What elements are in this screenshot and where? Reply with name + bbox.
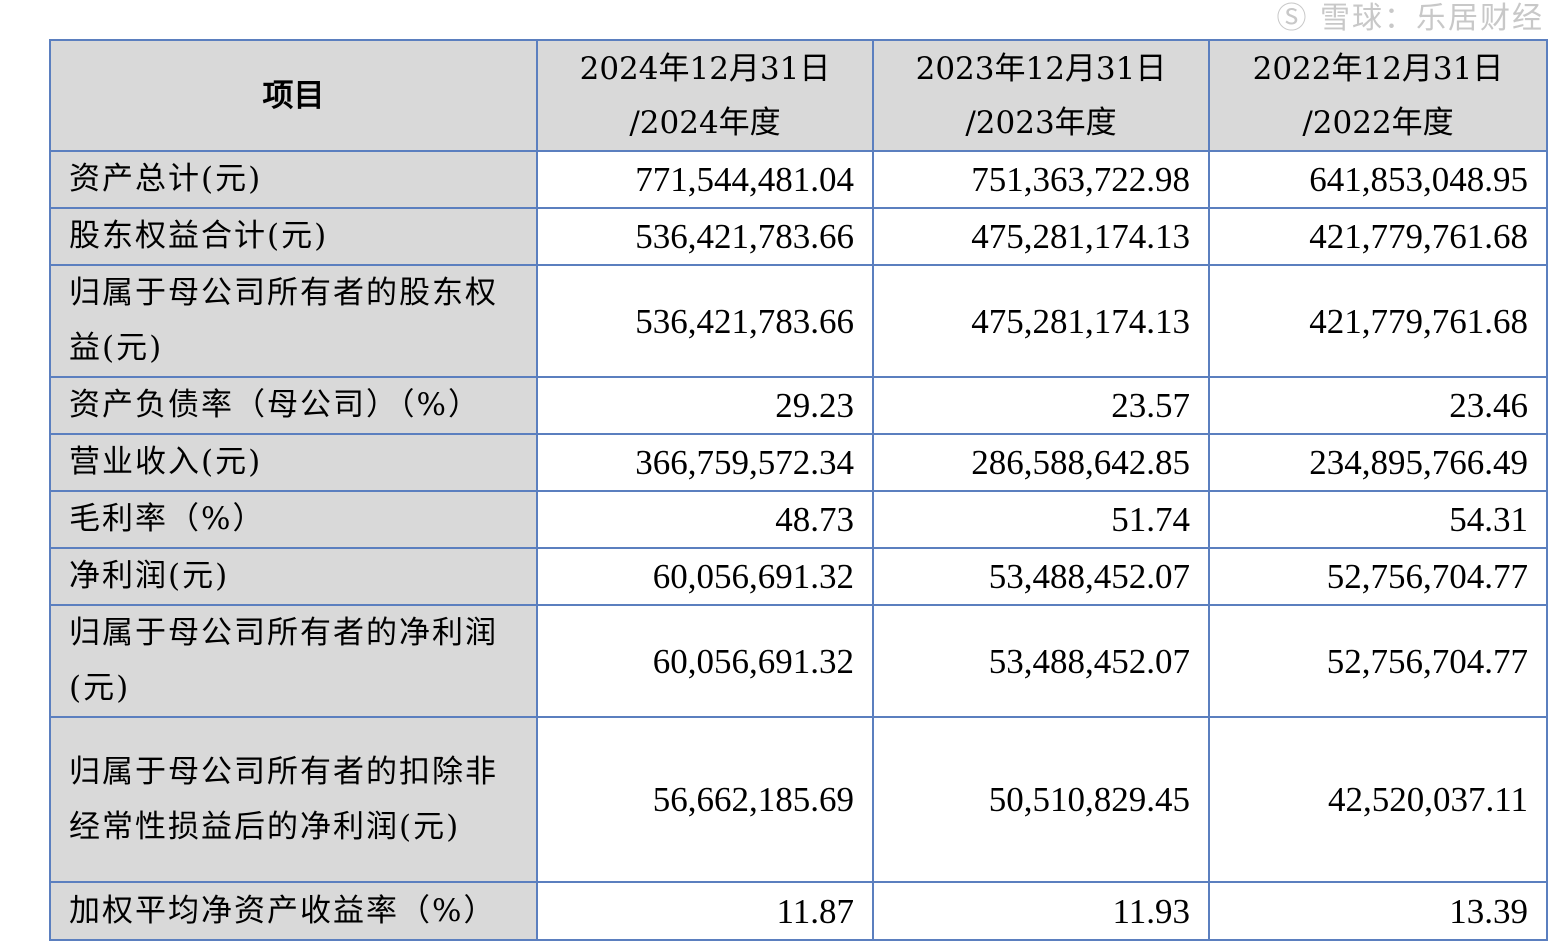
table-row: 归属于母公司所有者的净利润(元) 60,056,691.32 53,488,452.…	[49, 604, 1548, 718]
value-cell-2023: 286,588,642.85	[872, 433, 1210, 492]
value-cell-2024: 48.73	[536, 490, 874, 549]
header-2022-line1: 2022年12月31日	[1252, 50, 1504, 87]
row-label: 毛利率（%）	[49, 490, 538, 549]
value-cell-2024: 60,056,691.32	[536, 547, 874, 606]
value-cell-2023: 11.93	[872, 881, 1210, 941]
value-cell-2023: 50,510,829.45	[872, 716, 1210, 883]
value-cell-2023: 751,363,722.98	[872, 150, 1210, 209]
value-cell-2024: 536,421,783.66	[536, 207, 874, 266]
header-item: 项目	[49, 39, 538, 152]
value-cell-2022: 421,779,761.68	[1208, 207, 1548, 266]
value-cell-2024: 56,662,185.69	[536, 716, 874, 883]
value-cell-2022: 641,853,048.95	[1208, 150, 1548, 209]
value-cell-2024: 60,056,691.32	[536, 604, 874, 718]
value-cell-2024: 536,421,783.66	[536, 264, 874, 378]
table-row: 净利润(元) 60,056,691.32 53,488,452.07 52,756,7…	[49, 547, 1548, 606]
value-cell-2024: 29.23	[536, 376, 874, 435]
header-2023-line2: /2023年度	[965, 104, 1117, 141]
value-cell-2024: 366,759,572.34	[536, 433, 874, 492]
header-row: 项目 2024年12月31日/2024年度 2023年12月31日/2023年度…	[49, 39, 1548, 152]
value-cell-2022: 234,895,766.49	[1208, 433, 1548, 492]
header-2024: 2024年12月31日/2024年度	[536, 39, 874, 152]
row-label: 资产总计(元)	[49, 150, 538, 209]
value-cell-2024: 11.87	[536, 881, 874, 941]
value-cell-2023: 51.74	[872, 490, 1210, 549]
value-cell-2022: 23.46	[1208, 376, 1548, 435]
value-cell-2023: 23.57	[872, 376, 1210, 435]
snowball-logo-icon: Ⓢ	[1276, 1, 1320, 36]
header-2022: 2022年12月31日/2022年度	[1208, 39, 1548, 152]
value-cell-2023: 53,488,452.07	[872, 547, 1210, 606]
value-cell-2022: 52,756,704.77	[1208, 547, 1548, 606]
watermark-text: 雪球：乐居财经	[1320, 1, 1544, 36]
financial-summary-table: 项目 2024年12月31日/2024年度 2023年12月31日/2023年度…	[49, 39, 1548, 941]
row-label: 归属于母公司所有者的股东权益(元)	[49, 264, 538, 378]
header-2023: 2023年12月31日/2023年度	[872, 39, 1210, 152]
watermark-logo: Ⓢ 雪球：乐居财经	[1276, 0, 1544, 38]
header-2024-line1: 2024年12月31日	[579, 50, 831, 87]
table-row: 归属于母公司所有者的扣除非经常性损益后的净利润(元) 56,662,185.69 5…	[49, 716, 1548, 883]
row-label: 净利润(元)	[49, 547, 538, 606]
value-cell-2024: 771,544,481.04	[536, 150, 874, 209]
row-label: 加权平均净资产收益率（%）	[49, 881, 538, 941]
row-label: 营业收入(元)	[49, 433, 538, 492]
row-label: 归属于母公司所有者的扣除非经常性损益后的净利润(元)	[49, 716, 538, 883]
row-label: 股东权益合计(元)	[49, 207, 538, 266]
table-row: 营业收入(元) 366,759,572.34 286,588,642.85 234,8…	[49, 433, 1548, 492]
row-label: 归属于母公司所有者的净利润(元)	[49, 604, 538, 718]
table-row: 资产总计(元) 771,544,481.04 751,363,722.98 641,8…	[49, 150, 1548, 209]
value-cell-2022: 42,520,037.11	[1208, 716, 1548, 883]
value-cell-2023: 475,281,174.13	[872, 207, 1210, 266]
value-cell-2022: 421,779,761.68	[1208, 264, 1548, 378]
table-row: 归属于母公司所有者的股东权益(元) 536,421,783.66 475,281,1…	[49, 264, 1548, 378]
header-2022-line2: /2022年度	[1302, 104, 1454, 141]
row-label: 资产负债率（母公司）（%）	[49, 376, 538, 435]
value-cell-2023: 53,488,452.07	[872, 604, 1210, 718]
value-cell-2022: 54.31	[1208, 490, 1548, 549]
table-row: 股东权益合计(元) 536,421,783.66 475,281,174.13 421…	[49, 207, 1548, 266]
value-cell-2023: 475,281,174.13	[872, 264, 1210, 378]
table-row: 加权平均净资产收益率（%） 11.87 11.93 13.39	[49, 881, 1548, 941]
table-row: 资产负债率（母公司）（%） 29.23 23.57 23.46	[49, 376, 1548, 435]
table-row: 毛利率（%） 48.73 51.74 54.31	[49, 490, 1548, 549]
value-cell-2022: 52,756,704.77	[1208, 604, 1548, 718]
header-2024-line2: /2024年度	[629, 104, 781, 141]
value-cell-2022: 13.39	[1208, 881, 1548, 941]
header-2023-line1: 2023年12月31日	[915, 50, 1167, 87]
